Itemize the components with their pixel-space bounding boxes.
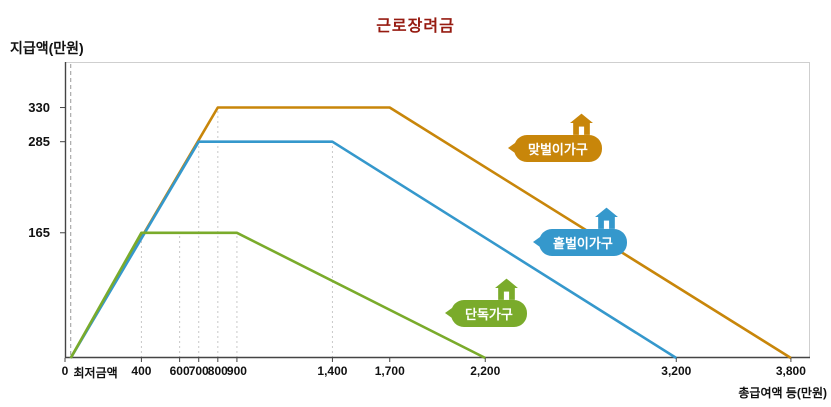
badge-pointer bbox=[508, 143, 515, 153]
y-tick-label: 285 bbox=[28, 133, 50, 149]
legend-badge-single-income-household: 홑벌이가구 bbox=[533, 206, 627, 256]
plot-area bbox=[60, 62, 810, 362]
series-line-2 bbox=[69, 231, 486, 360]
legend-badge-single-person-household: 단독가구 bbox=[445, 277, 527, 327]
legend-label: 단독가구 bbox=[465, 307, 513, 322]
y-tick-label: 165 bbox=[28, 224, 50, 240]
plot-border bbox=[65, 62, 810, 358]
x-tick-label: 0 bbox=[61, 364, 69, 378]
legend-pill: 맞벌이가구 bbox=[508, 135, 602, 162]
y-tick-label: 330 bbox=[28, 99, 50, 115]
badge-pointer bbox=[445, 308, 452, 318]
x-axis-title: 총급여액 등(만원) bbox=[738, 386, 827, 400]
y-axis-title: 지급액(만원) bbox=[10, 40, 84, 56]
x-tick-label: 1,700 bbox=[374, 364, 405, 378]
x-tick-label: 800 bbox=[207, 364, 228, 378]
x-tick-label: 3,200 bbox=[661, 364, 692, 378]
house-icon bbox=[494, 278, 518, 300]
series-line-1 bbox=[69, 140, 677, 360]
legend-badge-dual-income-household: 맞벌이가구 bbox=[508, 112, 602, 162]
x-tick-labels: 0 최저금액 400 600 700 800 900 1,400 1,700 2,200 3,200… bbox=[62, 364, 825, 380]
x-tick-label: 최저금액 bbox=[73, 366, 118, 380]
legend-label: 맞벌이가구 bbox=[528, 142, 588, 157]
legend-pill: 단독가구 bbox=[445, 300, 527, 327]
legend-pill: 홑벌이가구 bbox=[533, 229, 627, 256]
x-tick-label: 700 bbox=[188, 364, 209, 378]
x-tick-label: 3,800 bbox=[775, 364, 806, 378]
house-icon bbox=[594, 207, 618, 229]
x-tick-label: 2,200 bbox=[470, 364, 501, 378]
house-icon bbox=[569, 113, 593, 135]
y-tick-labels: 165 285 330 bbox=[0, 62, 58, 358]
chart-title: 근로장려금 bbox=[376, 18, 455, 35]
x-tick-label: 1,400 bbox=[317, 364, 348, 378]
badge-pointer bbox=[533, 237, 540, 247]
x-tick-label: 600 bbox=[169, 364, 190, 378]
legend-label: 홑벌이가구 bbox=[553, 236, 613, 251]
x-tick-label: 900 bbox=[226, 364, 247, 378]
x-tick-label: 400 bbox=[131, 364, 152, 378]
